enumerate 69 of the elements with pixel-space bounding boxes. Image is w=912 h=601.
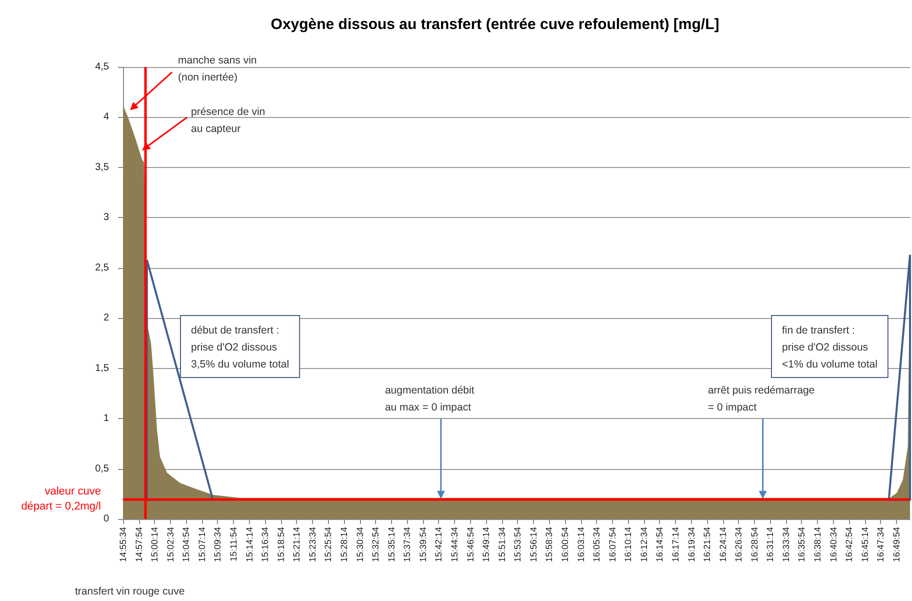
- y-tick-label: 0,5: [95, 463, 110, 474]
- x-tick-label: 16:17:14: [670, 527, 680, 562]
- x-tick-label: 16:33:34: [780, 527, 791, 562]
- x-tick-label: 14:57:54: [134, 527, 144, 562]
- x-tick-label: 15:28:14: [339, 527, 350, 562]
- x-tick-label: 16:35:54: [796, 527, 807, 562]
- x-tick-label: 15:44:34: [450, 527, 460, 562]
- x-tick-label: 15:16:34: [260, 527, 270, 562]
- x-tick-label: 15:21:14: [292, 527, 302, 562]
- y-tick-label: 4,5: [95, 62, 110, 72]
- x-tick-label: 15:02:34: [165, 527, 176, 562]
- x-tick-label: 16:14:54: [654, 527, 665, 562]
- y-tick-label: 2: [103, 312, 110, 324]
- x-tick-label: 15:35:14: [386, 527, 396, 562]
- x-tick-label: 15:00:14: [150, 527, 160, 562]
- y-tick-label: 4: [103, 112, 110, 123]
- x-tick-label: 16:42:54: [844, 527, 854, 562]
- x-tick-label: 15:30:34: [354, 527, 365, 562]
- x-tick-label: 16:49:54: [891, 527, 902, 562]
- annotation: fin de transfert : prise d'O2 dissous <1% du volume total: [782, 324, 878, 370]
- annotation: début de transfert : prise d'O2 dissous 3,5% du volume total: [191, 324, 290, 370]
- x-tick-label: 15:04:54: [181, 527, 192, 562]
- ref-line-label: valeur cuve départ = 0,2mg/l: [21, 485, 101, 512]
- y-tick-label: 0: [103, 514, 110, 524]
- x-tick-label: 16:24:14: [718, 527, 728, 562]
- x-tick-label: 16:47:34: [876, 527, 886, 562]
- x-tick-label: 14:55:34: [118, 527, 128, 562]
- x-tick-label: 16:12:34: [638, 527, 649, 562]
- x-tick-label: 16:40:34: [828, 527, 838, 562]
- x-tick-label: 16:19:34: [686, 527, 696, 562]
- x-tick-label: 16:05:34: [592, 527, 602, 562]
- x-tick-label: 16:45:14: [860, 527, 870, 562]
- annotation: arrêt puis redémarrage = 0 impact: [708, 384, 815, 414]
- x-tick-label: 15:37:34: [402, 527, 412, 562]
- y-tick-label: 3: [103, 212, 110, 224]
- x-tick-label: 15:56:14: [528, 527, 538, 562]
- annotation: manche sans vin (non inertée): [178, 54, 257, 84]
- annotation: présence de vin au capteur: [190, 106, 266, 135]
- x-tick-label: 16:10:14: [623, 527, 634, 562]
- x-tick-label: 15:09:34: [212, 527, 223, 562]
- y-tick-label: 1: [103, 413, 110, 424]
- x-tick-label: 16:00:54: [560, 527, 570, 562]
- x-tick-label: 16:21:54: [702, 527, 712, 562]
- text: transfert vin rouge cuve: [75, 586, 185, 598]
- x-tick-label: 16:03:14: [576, 527, 586, 562]
- x-tick-label: 16:38:14: [812, 527, 823, 562]
- y-tick-label: 2,5: [95, 262, 110, 274]
- x-tick-label: 16:26:34: [734, 527, 744, 562]
- x-tick-label: 16:31:14: [765, 527, 776, 562]
- x-tick-label: 15:14:14: [244, 527, 254, 562]
- x-tick-label: 15:42:14: [434, 527, 444, 562]
- x-tick-label: 15:58:34: [544, 527, 554, 562]
- x-tick-label: 15:23:34: [307, 527, 318, 562]
- x-tick-label: 15:46:54: [465, 527, 476, 562]
- x-tick-label: 16:07:54: [607, 527, 618, 562]
- chart-title: Oxygène dissous au transfert (entrée cuve refoulement) [mg/L]: [270, 16, 720, 33]
- x-tick-label: 15:53:54: [512, 527, 523, 562]
- y-tick-label: 1,5: [95, 362, 110, 374]
- x-tick-label: 15:18:54: [276, 527, 286, 562]
- x-tick-label: 15:51:34: [496, 527, 507, 562]
- x-tick-label: 16:28:54: [749, 527, 760, 562]
- x-tick-label: 15:25:54: [323, 527, 334, 562]
- x-tick-label: 15:11:54: [228, 527, 238, 562]
- annotation: augmentation débit au max = 0 impact: [384, 384, 474, 414]
- x-tick-label: 15:07:14: [196, 527, 207, 562]
- y-tick-label: 3,5: [95, 162, 110, 173]
- x-tick-label: 15:39:54: [418, 527, 428, 562]
- x-tick-label: 15:32:54: [370, 527, 381, 562]
- x-tick-label: 15:49:14: [481, 527, 492, 562]
